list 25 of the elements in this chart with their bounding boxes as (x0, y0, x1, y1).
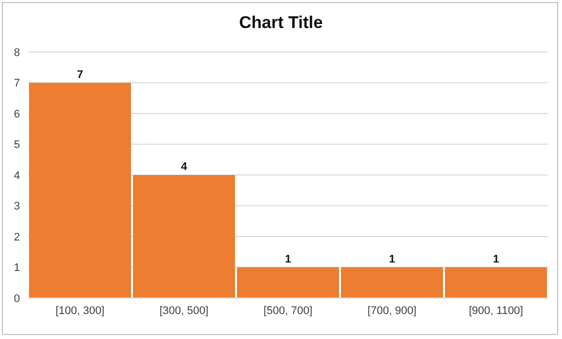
data-label: 4 (180, 161, 188, 173)
chart-title: Chart Title (238, 13, 324, 33)
bar (133, 175, 235, 298)
y-tick-label: 6 (14, 108, 20, 120)
x-tick-label: [300, 500] (160, 304, 208, 317)
bar (445, 267, 547, 298)
x-tick-label: [900, 1100] (468, 304, 524, 317)
data-label: 1 (284, 253, 292, 266)
y-tick-label: 4 (14, 170, 20, 182)
y-tick-label: 2 (14, 231, 20, 244)
y-tick-label: 7 (14, 78, 20, 90)
bar (341, 267, 443, 298)
y-tick-label: 8 (14, 46, 20, 59)
y-tick-label: 0 (14, 292, 20, 305)
y-tick-label: 5 (14, 139, 20, 152)
x-tick-label: [500, 700] (264, 304, 312, 317)
y-tick-label: 3 (14, 200, 20, 213)
x-tick-label: [100, 300] (56, 304, 104, 317)
data-label: 1 (388, 253, 396, 266)
y-tick-label: 1 (14, 262, 20, 274)
bar (29, 82, 131, 298)
data-label: 7 (76, 68, 84, 81)
data-label: 1 (492, 253, 500, 266)
bar (237, 267, 339, 298)
x-tick-label: [700, 900] (368, 304, 416, 317)
